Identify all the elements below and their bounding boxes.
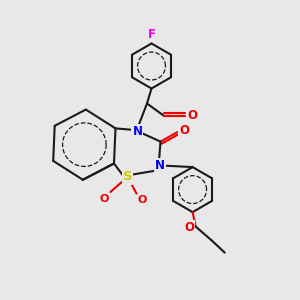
Text: O: O — [100, 194, 109, 204]
Text: O: O — [179, 124, 189, 137]
Text: N: N — [154, 159, 165, 172]
Text: F: F — [148, 28, 155, 41]
Text: N: N — [132, 125, 142, 138]
Text: S: S — [123, 170, 132, 184]
Text: O: O — [187, 109, 197, 122]
Text: O: O — [138, 195, 147, 205]
Text: O: O — [184, 220, 194, 234]
